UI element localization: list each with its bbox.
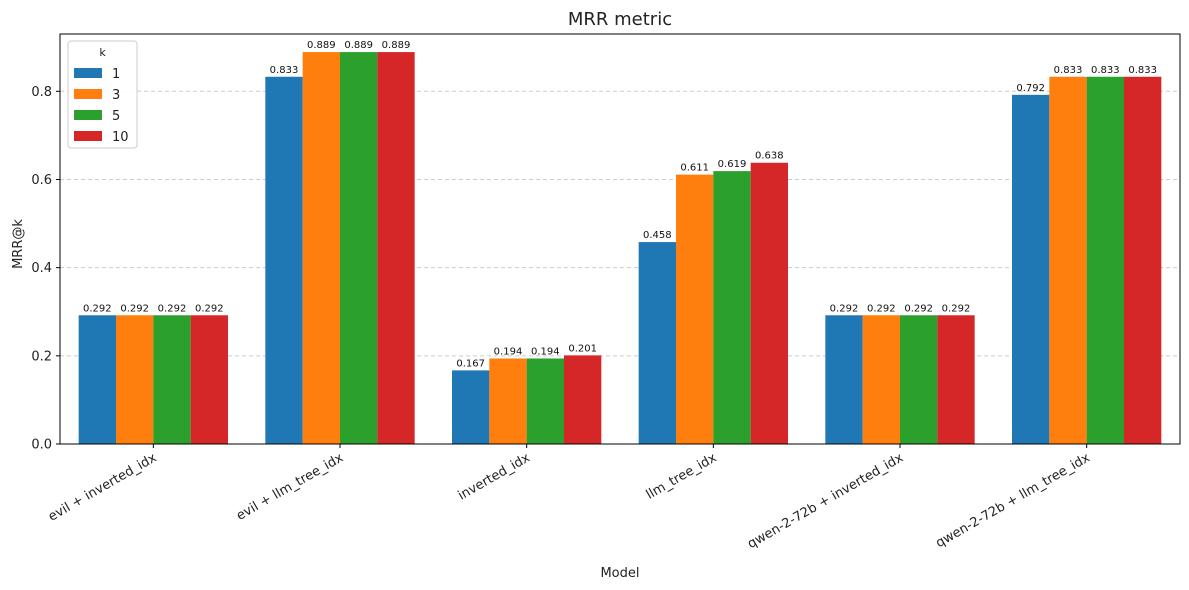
bar	[1124, 76, 1162, 445]
y-axis-label: MRR@k	[11, 219, 26, 269]
legend-swatch	[74, 89, 102, 99]
bar	[190, 315, 228, 444]
bar-value-label: 0.292	[120, 303, 149, 314]
bar	[862, 315, 900, 444]
bar	[116, 315, 154, 444]
bar-value-label: 0.833	[1128, 65, 1157, 76]
plot-frame	[59, 33, 1181, 445]
bar	[900, 315, 938, 444]
bar	[526, 358, 564, 444]
y-axis: 0.0 0.2 0.4 0.6 0.8	[31, 85, 60, 453]
bar-value-label: 0.833	[270, 65, 299, 76]
bar	[265, 76, 303, 445]
x-tick-label: evil + llm_tree_idx	[234, 450, 346, 523]
bar	[713, 171, 751, 444]
legend-title: k	[99, 46, 106, 59]
legend-box	[67, 40, 138, 149]
bar	[1012, 94, 1050, 444]
legend-swatch	[74, 68, 102, 78]
bar-value-label: 0.201	[568, 343, 597, 354]
bar-value-label: 0.889	[344, 40, 373, 51]
y-tick-label: 0.0	[31, 438, 52, 453]
bar	[489, 358, 527, 444]
y-tick-label: 0.4	[31, 261, 52, 276]
bar-value-label: 0.292	[195, 303, 224, 314]
y-tick-label: 0.6	[31, 173, 52, 188]
x-tick-label: llm_tree_idx	[644, 450, 720, 502]
bar-value-label: 0.292	[830, 303, 859, 314]
bar	[564, 355, 602, 444]
bars	[78, 52, 1162, 445]
bar	[452, 370, 490, 444]
bar-value-label: 0.194	[494, 346, 523, 357]
bar-value-label: 0.833	[1054, 65, 1083, 76]
x-axis-label: Model	[600, 566, 639, 581]
x-tick-label: qwen-2-72b + llm_tree_idx	[933, 450, 1093, 551]
x-tick-label: evil + inverted_idx	[46, 450, 160, 524]
bar	[1049, 76, 1087, 445]
legend-entry-label: 10	[112, 130, 129, 145]
x-tick-label: inverted_idx	[456, 450, 533, 503]
legend-entry-label: 5	[112, 109, 120, 124]
legend: k1 3 5 10	[67, 40, 138, 149]
bar	[750, 162, 788, 444]
bar-value-label: 0.611	[680, 163, 709, 174]
bar-value-label: 0.889	[307, 40, 336, 51]
legend-entry-label: 1	[112, 67, 120, 82]
bar	[676, 174, 714, 445]
x-axis: evil + inverted_idx evil + llm_tree_idx in…	[46, 444, 1093, 552]
bar-value-label: 0.833	[1091, 65, 1120, 76]
bar-value-label: 0.167	[456, 358, 485, 369]
bar-value-label: 0.292	[867, 303, 896, 314]
x-tick-label: qwen-2-72b + inverted_idx	[745, 450, 906, 552]
legend-swatch	[74, 110, 102, 120]
chart-title: MRR metric	[568, 9, 672, 30]
y-tick-label: 0.8	[31, 85, 52, 100]
bar	[153, 315, 191, 444]
bar	[638, 242, 676, 444]
bar	[937, 315, 975, 444]
legend-entry-label: 3	[112, 88, 120, 103]
bar-value-label: 0.292	[942, 303, 971, 314]
bar-value-labels: 0.292 0.292 0.292 0.292 0.833 0.889 0.889 0.889…	[83, 40, 1157, 369]
bar	[825, 315, 863, 444]
bar-value-label: 0.458	[643, 230, 672, 241]
bar-value-label: 0.292	[83, 303, 112, 314]
bar-value-label: 0.792	[1016, 83, 1045, 94]
bar-value-label: 0.638	[755, 151, 784, 162]
legend-swatch	[74, 131, 102, 141]
bar	[78, 315, 116, 444]
bar-value-label: 0.292	[158, 303, 187, 314]
gridlines	[60, 90, 1180, 357]
bar	[340, 52, 378, 445]
bar-value-label: 0.194	[531, 346, 560, 357]
bar-value-label: 0.619	[718, 159, 747, 170]
bar-value-label: 0.889	[382, 40, 411, 51]
bar	[1086, 76, 1124, 445]
bar	[377, 52, 415, 445]
y-tick-label: 0.2	[31, 349, 52, 364]
bar	[302, 52, 340, 445]
bar-value-label: 0.292	[904, 303, 933, 314]
